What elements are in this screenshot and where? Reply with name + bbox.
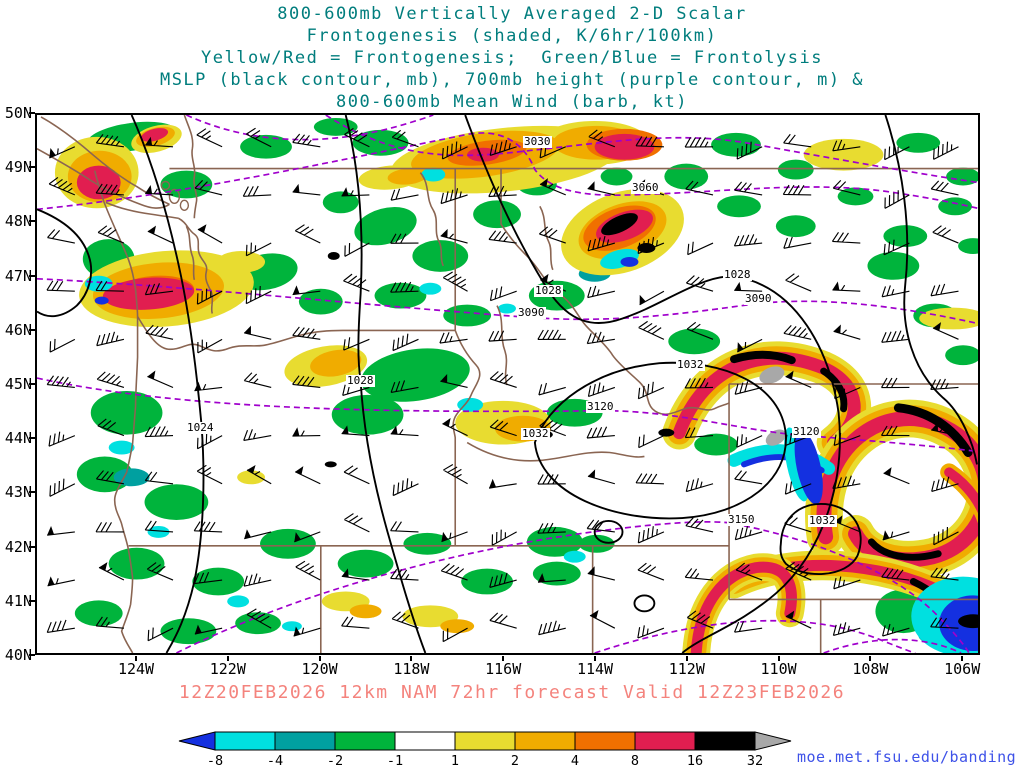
lat-tick [29,274,35,277]
lat-tick [29,166,35,169]
colorbar-segment [574,731,636,751]
colorbar-tick-label: -8 [207,753,223,768]
lon-tick [685,656,688,661]
lon-tick [135,656,137,661]
credit-link[interactable]: moe.met.fsu.edu/banding [797,748,1017,766]
colorbar-tick-label: -4 [267,753,283,768]
forecast-caption: 12Z20FEB2026 12km NAM 72hr forecast Vali… [178,682,846,703]
colorbar-tick-label: 16 [687,753,703,768]
lon-label: 106W [944,660,981,678]
lon-label: 110W [760,660,797,678]
lat-tick [29,383,35,385]
map-plot [35,113,980,655]
lat-label: 46N [4,320,32,339]
lon-label: 112W [668,660,705,678]
colorbar-segment [334,731,396,751]
title-line: 800-600mb Vertically Averaged 2-D Scalar [277,4,747,24]
colorbar-left-arrow [178,731,216,751]
colorbar-segment [454,731,516,751]
lon-tick [410,656,413,661]
title-line: Frontogenesis (shaded, K/6hr/100km) [306,26,718,46]
lat-tick [29,599,35,602]
colorbar-tick-label: -1 [387,753,403,768]
lon-tick [869,656,872,661]
colorbar-tick-label: 4 [571,753,579,768]
lat-label: 49N [4,158,32,177]
wind-barb-layer [46,127,959,643]
lon-tick [502,656,505,661]
colorbar-tick-label: 8 [631,753,639,768]
lat-label: 47N [4,266,32,285]
lat-label: 50N [4,104,32,122]
lon-label: 118W [393,660,430,678]
title-line: MSLP (black contour, mb), 700mb height (… [159,70,865,90]
chart-title: 800-600mb Vertically Averaged 2-D Scalar… [0,3,1024,113]
lon-label: 122W [209,660,246,678]
colorbar-segment [274,731,336,751]
colorbar-tick-label: 2 [511,753,519,768]
colorbar-segment [394,731,456,751]
lon-tick [777,656,780,661]
lon-label: 116W [485,660,522,678]
colorbar-right-arrow [754,731,792,751]
map-canvas [37,115,978,653]
lat-tick [29,545,35,548]
lat-tick [29,220,35,223]
lon-tick [594,656,596,661]
lon-tick [318,656,321,661]
colorbar-tick-label: 1 [451,753,459,768]
lon-label: 124W [117,660,155,678]
lat-label: 44N [4,429,32,448]
lat-tick [29,112,35,114]
lat-label: 43N [4,483,32,502]
lat-tick [29,328,35,331]
frontogenesis-shading-layer [54,117,978,653]
colorbar-segment [214,731,276,751]
lat-label: 42N [4,537,32,556]
state-borders-layer [37,115,978,653]
lat-tick [29,491,35,494]
lon-label: 114W [576,660,614,678]
lon-label: 108W [852,660,889,678]
colorbar-segment [634,731,696,751]
title-line: Yellow/Red = Frontogenesis; Green/Blue =… [201,48,823,68]
lat-tick [29,654,35,656]
lat-label: 45N [4,375,32,393]
lon-label: 120W [301,660,338,678]
lon-tick [961,656,964,661]
colorbar-tick-label: 32 [747,753,763,768]
colorbar: -8 -4 -2 -1 1 2 4 8 16 32 [178,731,792,768]
colorbar-segment [694,731,756,751]
lat-tick [29,437,35,440]
lat-label: 41N [4,591,32,610]
lat-label: 40N [4,646,32,664]
title-line: 800-600mb Mean Wind (barb, kt) [335,92,689,112]
lon-tick [226,656,229,661]
lat-label: 48N [4,212,32,231]
colorbar-segment [514,731,576,751]
colorbar-tick-label: -2 [327,753,343,768]
